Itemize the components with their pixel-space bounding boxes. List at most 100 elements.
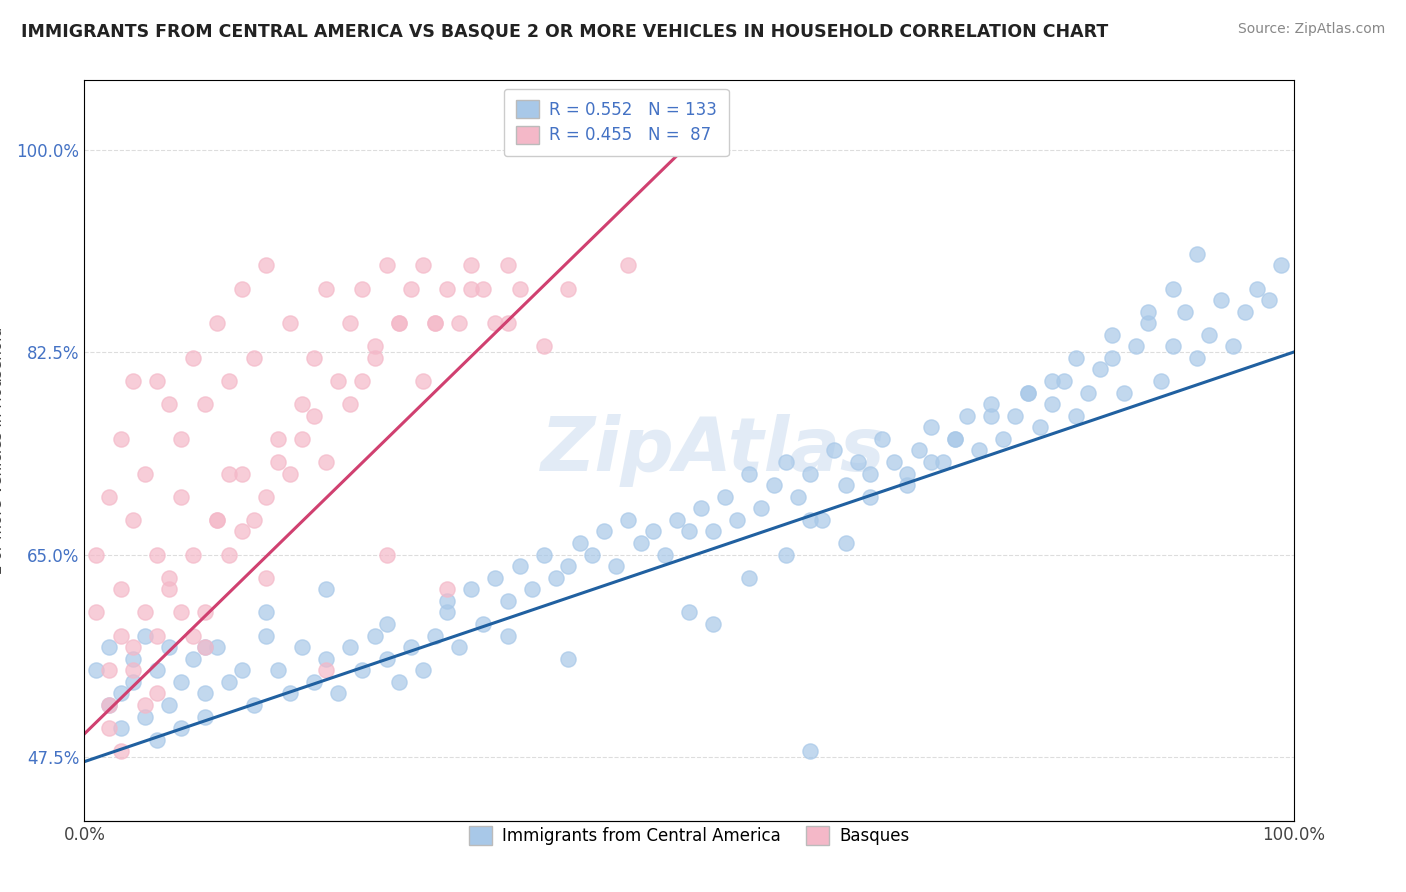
- Point: [339, 397, 361, 411]
- Point: [859, 467, 882, 481]
- Point: [1101, 351, 1123, 365]
- Point: [896, 478, 918, 492]
- Point: [231, 524, 253, 539]
- Point: [267, 455, 290, 469]
- Point: [207, 316, 229, 330]
- Point: [399, 640, 422, 654]
- Point: [1064, 351, 1087, 365]
- Point: [932, 455, 955, 469]
- Legend: Immigrants from Central America, Basques: Immigrants from Central America, Basques: [457, 814, 921, 856]
- Point: [1064, 409, 1087, 423]
- Point: [121, 663, 143, 677]
- Point: [110, 686, 132, 700]
- Point: [799, 467, 821, 481]
- Point: [110, 582, 132, 597]
- Point: [907, 443, 929, 458]
- Point: [97, 698, 120, 712]
- Point: [218, 374, 240, 388]
- Point: [121, 640, 143, 654]
- Point: [630, 536, 652, 550]
- Point: [267, 432, 290, 446]
- Point: [956, 409, 979, 423]
- Point: [278, 316, 301, 330]
- Point: [859, 490, 882, 504]
- Point: [980, 397, 1002, 411]
- Point: [352, 663, 374, 677]
- Point: [449, 640, 471, 654]
- Point: [363, 629, 385, 643]
- Point: [86, 663, 108, 677]
- Point: [714, 490, 737, 504]
- Point: [110, 721, 132, 735]
- Point: [157, 582, 180, 597]
- Point: [254, 571, 277, 585]
- Point: [460, 582, 482, 597]
- Point: [496, 316, 519, 330]
- Point: [1149, 374, 1171, 388]
- Point: [110, 629, 132, 643]
- Point: [134, 467, 156, 481]
- Point: [157, 640, 180, 654]
- Point: [231, 281, 253, 295]
- Text: ZipAtlas: ZipAtlas: [541, 414, 886, 487]
- Point: [533, 339, 555, 353]
- Point: [883, 455, 905, 469]
- Point: [1040, 397, 1063, 411]
- Point: [121, 374, 143, 388]
- Point: [605, 559, 627, 574]
- Point: [181, 548, 204, 562]
- Point: [134, 698, 156, 712]
- Point: [823, 443, 845, 458]
- Point: [315, 281, 337, 295]
- Point: [181, 651, 204, 665]
- Point: [146, 732, 169, 747]
- Point: [449, 316, 471, 330]
- Text: Source: ZipAtlas.com: Source: ZipAtlas.com: [1237, 22, 1385, 37]
- Point: [1028, 420, 1050, 434]
- Point: [146, 629, 169, 643]
- Point: [218, 548, 240, 562]
- Point: [1053, 374, 1076, 388]
- Point: [641, 524, 664, 539]
- Point: [436, 281, 458, 295]
- Point: [218, 467, 240, 481]
- Point: [1222, 339, 1244, 353]
- Point: [472, 281, 495, 295]
- Point: [302, 351, 325, 365]
- Point: [533, 548, 555, 562]
- Point: [86, 548, 108, 562]
- Point: [496, 594, 519, 608]
- Point: [1017, 385, 1039, 400]
- Point: [302, 409, 325, 423]
- Point: [134, 629, 156, 643]
- Point: [412, 663, 434, 677]
- Point: [509, 559, 531, 574]
- Point: [352, 374, 374, 388]
- Point: [231, 663, 253, 677]
- Point: [786, 490, 808, 504]
- Point: [1004, 409, 1026, 423]
- Point: [423, 316, 446, 330]
- Point: [134, 709, 156, 723]
- Point: [363, 351, 385, 365]
- Point: [170, 432, 193, 446]
- Point: [231, 467, 253, 481]
- Point: [146, 374, 169, 388]
- Point: [1017, 385, 1039, 400]
- Point: [352, 281, 374, 295]
- Point: [775, 548, 797, 562]
- Point: [315, 455, 337, 469]
- Point: [423, 316, 446, 330]
- Point: [339, 640, 361, 654]
- Point: [496, 629, 519, 643]
- Point: [207, 640, 229, 654]
- Point: [1088, 362, 1111, 376]
- Point: [509, 281, 531, 295]
- Point: [146, 663, 169, 677]
- Point: [242, 698, 264, 712]
- Point: [617, 259, 640, 273]
- Point: [328, 374, 350, 388]
- Point: [242, 351, 264, 365]
- Point: [520, 582, 543, 597]
- Point: [339, 316, 361, 330]
